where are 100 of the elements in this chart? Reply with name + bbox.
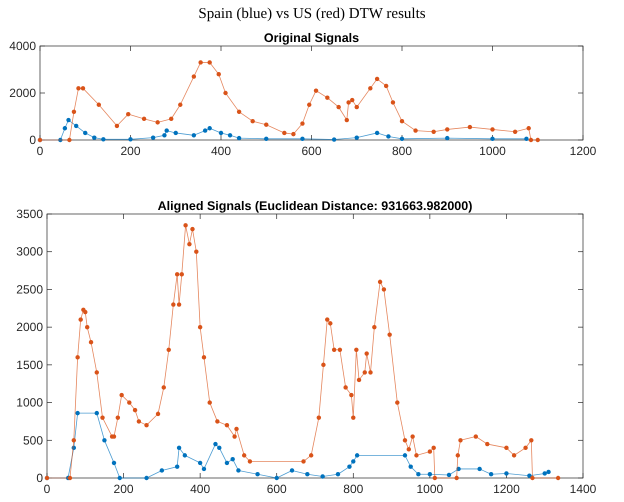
point <box>431 130 436 134</box>
point <box>67 138 72 142</box>
x-tick-label: 200 <box>114 482 134 496</box>
point <box>207 60 212 65</box>
point <box>346 100 351 105</box>
point <box>416 472 421 476</box>
point <box>250 119 255 124</box>
x-tick-label: 800 <box>343 482 364 496</box>
point <box>402 453 408 458</box>
x-tick-label: 200 <box>120 144 141 158</box>
point <box>504 471 509 476</box>
point <box>524 136 529 142</box>
point <box>192 133 196 138</box>
point <box>118 476 122 480</box>
point <box>164 128 169 133</box>
point <box>354 104 359 110</box>
point <box>236 136 242 140</box>
point <box>236 468 241 473</box>
point <box>384 84 388 88</box>
point <box>198 60 203 65</box>
point <box>142 116 146 122</box>
point <box>477 466 482 472</box>
point <box>114 124 120 128</box>
point <box>202 128 208 133</box>
point <box>386 134 391 139</box>
point <box>169 116 174 122</box>
point <box>96 102 102 107</box>
y-tick-label: 1500 <box>16 358 44 372</box>
point <box>150 135 156 140</box>
point <box>542 471 547 476</box>
y-tick-label: 2000 <box>16 320 44 334</box>
point <box>354 135 359 140</box>
y-tick-label: 3000 <box>16 244 44 259</box>
point <box>374 130 380 136</box>
y-tick-label: 2500 <box>16 282 44 296</box>
chart-title: Spain (blue) vs US (red) DTW results <box>198 6 426 22</box>
point <box>400 119 404 124</box>
point <box>350 98 354 102</box>
x-tick-label: 1000 <box>479 144 506 158</box>
point <box>536 138 540 142</box>
point <box>228 133 232 138</box>
point <box>155 120 160 125</box>
point <box>528 138 534 142</box>
point <box>202 466 206 472</box>
point <box>305 472 310 476</box>
chart-subtitle: Aligned Signals (Euclidean Distance: 931663.982000) <box>158 199 472 213</box>
point <box>144 476 149 480</box>
point <box>74 124 78 128</box>
point <box>390 100 396 105</box>
y-tick-label: 1000 <box>16 396 44 410</box>
y-tick-label: 2000 <box>9 86 36 100</box>
point <box>101 137 106 142</box>
point <box>546 470 551 474</box>
point <box>112 460 116 466</box>
x-tick-label: 1200 <box>493 482 520 496</box>
point <box>92 135 96 140</box>
point <box>80 86 86 90</box>
point <box>223 90 228 96</box>
point <box>490 127 495 132</box>
point <box>468 124 472 130</box>
point <box>174 464 180 469</box>
x-tick-label: 1200 <box>570 144 597 158</box>
point <box>446 472 452 478</box>
point <box>94 410 99 416</box>
y-tick-label: 500 <box>22 433 44 448</box>
point <box>325 96 330 100</box>
point <box>236 110 242 114</box>
point <box>291 132 296 136</box>
x-tick-label: 600 <box>266 482 288 496</box>
x-tick-label: 800 <box>392 144 412 158</box>
point <box>62 126 68 130</box>
point <box>354 453 360 458</box>
point <box>274 476 279 480</box>
point <box>66 118 71 122</box>
point <box>512 130 518 134</box>
point <box>176 446 182 450</box>
point <box>178 102 182 107</box>
x-tick-label: 400 <box>190 482 210 496</box>
x-tick-label: 1400 <box>570 482 597 496</box>
point <box>76 86 81 90</box>
point <box>213 442 218 446</box>
y-tick-label: 0 <box>36 471 44 485</box>
point <box>207 126 212 130</box>
point <box>374 76 380 82</box>
point <box>102 438 107 442</box>
point <box>300 136 305 142</box>
point <box>368 86 373 90</box>
point <box>162 133 167 138</box>
x-tick-label: 1000 <box>416 482 444 496</box>
point <box>336 472 340 476</box>
point <box>192 74 196 79</box>
point <box>332 137 336 142</box>
point <box>344 118 349 122</box>
point <box>198 460 202 466</box>
point <box>126 112 130 116</box>
y-tick-label: 0 <box>29 133 36 147</box>
point <box>527 474 532 478</box>
y-tick-label: 3500 <box>16 207 44 221</box>
point <box>255 472 260 476</box>
point <box>408 464 413 469</box>
